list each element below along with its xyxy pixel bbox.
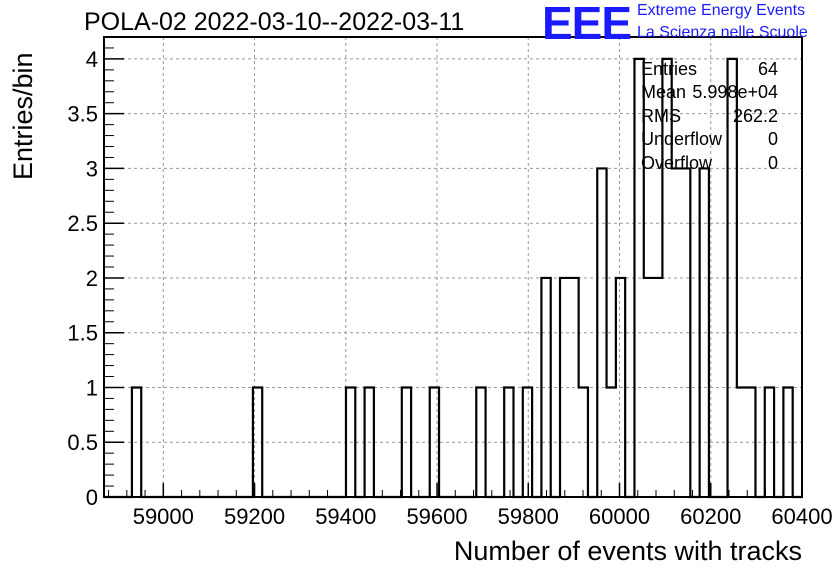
stat-row-overflow: Overflow 0	[641, 152, 778, 175]
logo-line-2: La Scienza nelle Scuole	[637, 24, 808, 41]
stat-label: Mean	[641, 82, 687, 103]
stat-value: 5.998e+04	[692, 82, 778, 103]
stat-row-underflow: Underflow 0	[641, 128, 778, 151]
stat-value: 64	[757, 59, 778, 79]
x-tick-label: 59400	[315, 504, 376, 529]
stat-value: 262.2	[732, 105, 778, 126]
stat-row-mean: Mean 5.998e+04	[641, 81, 778, 104]
y-tick-label: 4	[86, 47, 98, 72]
stat-value: 0	[767, 152, 778, 173]
y-tick-label: 0.5	[67, 430, 98, 455]
y-tick-label: 3	[86, 156, 98, 181]
chart-title: POLA-02 2022-03-10--2022-03-11	[84, 8, 465, 36]
histogram-bars	[104, 57, 802, 499]
y-tick-label: 3.5	[67, 102, 98, 127]
y-tick-label: 1	[86, 375, 98, 400]
axis-ticks: 59000 59200 59400 59600 59800 60000 60200 60400…	[67, 47, 832, 529]
y-tick-label: 0	[86, 485, 98, 510]
x-tick-label: 59000	[133, 504, 194, 529]
eee-logo: EEE	[542, 0, 632, 49]
histogram-outline	[104, 57, 802, 499]
stat-row-rms: RMS 262.2	[641, 105, 778, 128]
x-tick-label: 59600	[406, 504, 467, 529]
logo-line-1: Extreme Energy Events	[637, 2, 806, 19]
x-tick-label: 60200	[680, 504, 741, 529]
x-tick-label: 60000	[589, 504, 650, 529]
stats-box: Entries 64 Mean 5.998e+04 RMS 262.2 Unde…	[641, 58, 778, 175]
y-tick-label: 1.5	[67, 321, 98, 346]
x-tick-label: 59200	[224, 504, 285, 529]
stat-row-entries: Entries 64	[641, 58, 778, 81]
stat-value: 0	[767, 129, 778, 150]
x-axis-label: Number of events with tracks	[453, 536, 802, 566]
stat-label: Overflow	[641, 152, 713, 173]
stat-label: Underflow	[641, 129, 723, 150]
x-tick-label: 59800	[498, 504, 559, 529]
x-tick-label: 60400	[771, 504, 832, 529]
stat-label: RMS	[641, 105, 681, 126]
y-tick-label: 2.5	[67, 211, 98, 236]
stat-label: Entries	[641, 59, 698, 79]
y-tick-label: 2	[86, 266, 98, 291]
y-axis-label: Entries/bin	[8, 52, 38, 180]
